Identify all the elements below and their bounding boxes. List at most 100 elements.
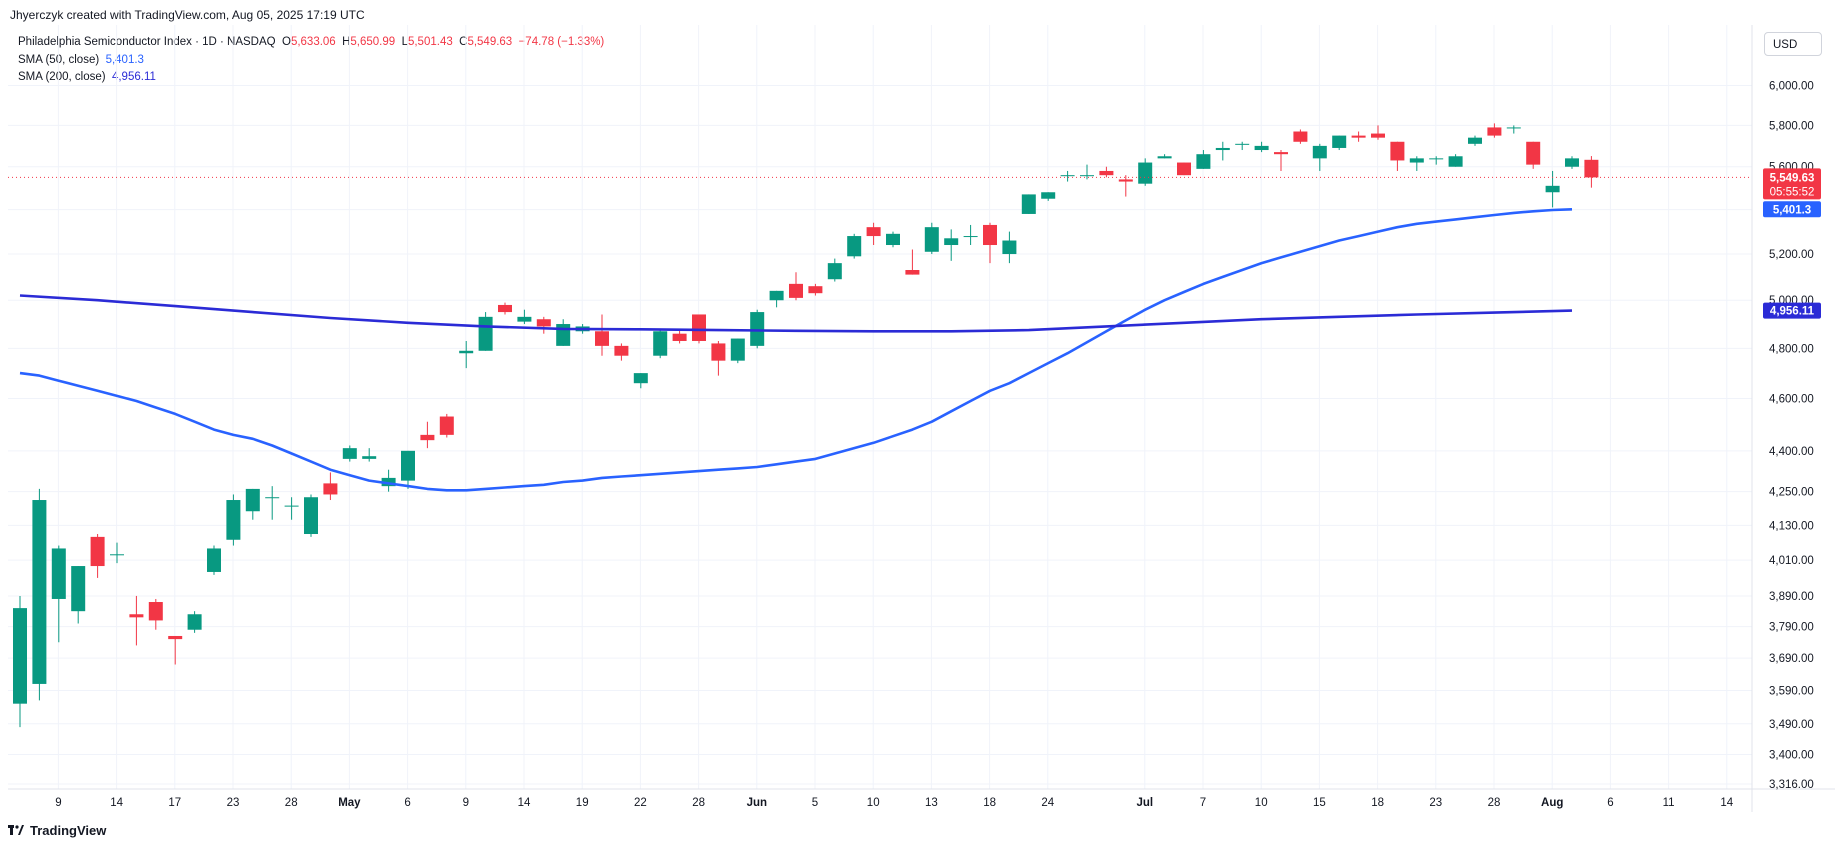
candle-body [1429,158,1444,160]
candle-body [245,488,260,512]
candle-body [905,270,920,275]
time-tick-label: 13 [925,797,938,809]
last-price-badge-bg [1763,168,1821,200]
time-tick-label: Jul [1136,797,1153,809]
candle-body [284,505,299,507]
currency-button[interactable]: USD [1764,32,1822,56]
candle [983,222,997,264]
close-label: C [459,36,468,48]
time-tick-label: 19 [576,797,589,809]
candle-body [1021,194,1036,214]
candle [1312,143,1327,171]
tradingview-logo-icon [8,825,24,835]
time-tick-label: 14 [1720,797,1733,809]
sma200-line [19,294,1573,333]
footer-brand[interactable]: TradingView [8,823,106,838]
candle [207,545,221,575]
candle [866,222,881,246]
candle [1177,162,1191,176]
candle-body [1118,179,1133,182]
candle [168,635,183,665]
candle-body [1254,145,1269,151]
time-tick-label: May [338,797,361,809]
symbol-name[interactable]: Philadelphia Semiconductor Index · 1D · … [18,36,276,48]
low-value: 5,501.43 [407,36,453,48]
candles-layer [13,123,1599,728]
price-tick-label: 3,690.00 [1769,653,1814,665]
candle-body [1506,127,1521,129]
candle [284,497,299,520]
candle [614,343,629,361]
candle [1235,141,1250,151]
sma200-value: 4,956.11 [111,71,156,83]
price-tick-label: 4,010.00 [1769,555,1814,567]
candle-body [323,483,338,495]
price-tick-label: 4,130.00 [1769,520,1814,532]
low-label: L [401,36,408,48]
candle [808,283,823,296]
chart-grid [8,25,1752,789]
sma50-line [19,208,1573,492]
candle [827,258,842,282]
candle-body [711,343,726,361]
candle-body [1468,137,1482,144]
time-tick-label: 23 [227,797,240,809]
time-tick-label: 17 [168,797,181,809]
candle [1429,156,1444,165]
candle [847,233,862,259]
candle [1293,129,1308,144]
candle-body [672,333,687,341]
candle-body [1215,147,1230,151]
time-tick-label: 28 [692,797,705,809]
time-tick-label: 18 [1371,797,1384,809]
candle-body [789,283,803,298]
price-tick-label: 3,890.00 [1769,591,1814,603]
change-value: −74.78 (−1.33%) [518,36,605,48]
time-tick-label: 5 [812,797,818,809]
candle [1526,141,1541,169]
candle [1215,141,1230,161]
legend-sma200-row[interactable]: SMA (200, close) 4,956.11 [18,69,604,87]
sma50-badge: 5,401.3 [1763,201,1821,218]
candle [51,545,66,643]
candle-body [827,263,842,280]
candle [1196,150,1211,169]
sma50-badge-text: 5,401.3 [1773,204,1811,216]
candle [478,312,493,351]
candle [323,472,338,501]
candle [750,309,765,349]
price-tick-label: 4,400.00 [1769,446,1814,458]
candle [13,595,27,728]
candle-body [1002,240,1017,255]
sma200-badge: 4,956.11 [1763,302,1821,319]
chart-caption: Jhyerczyk created with TradingView.com, … [10,8,365,22]
price-tick-label: 5,200.00 [1769,249,1814,261]
sma50-badge-bg [1763,201,1821,218]
candle-body [1526,141,1541,165]
time-tick-label: 10 [867,797,880,809]
high-value: 5,650.99 [350,36,396,48]
price-tick-label: 4,800.00 [1769,343,1814,355]
candle-body [478,316,493,351]
candle-body [1332,135,1347,148]
sma50-value: 5,401.3 [105,53,144,66]
price-tick-label: 3,400.00 [1769,750,1814,762]
price-tick-label: 3,790.00 [1769,622,1814,634]
candle-body [1157,156,1172,159]
footer-brand-label: TradingView [30,823,107,838]
candle [32,488,47,701]
candle-body [381,477,396,487]
time-tick-label: 28 [1488,797,1501,809]
candle [226,494,241,546]
candle-body [148,602,163,621]
candle [1506,125,1521,134]
candle-body [71,566,86,612]
candle-body [944,238,959,246]
candle-body [1351,135,1366,138]
candle-body [808,286,823,294]
candle [1332,135,1347,151]
candle-body [556,324,571,346]
price-tick-label: 6,000.00 [1769,80,1814,92]
time-axis: 9 14 17 23 28 May 6 9 14 19 22 28 Jun 5 10 13 18 24 Jul 7 10… [55,797,1734,809]
